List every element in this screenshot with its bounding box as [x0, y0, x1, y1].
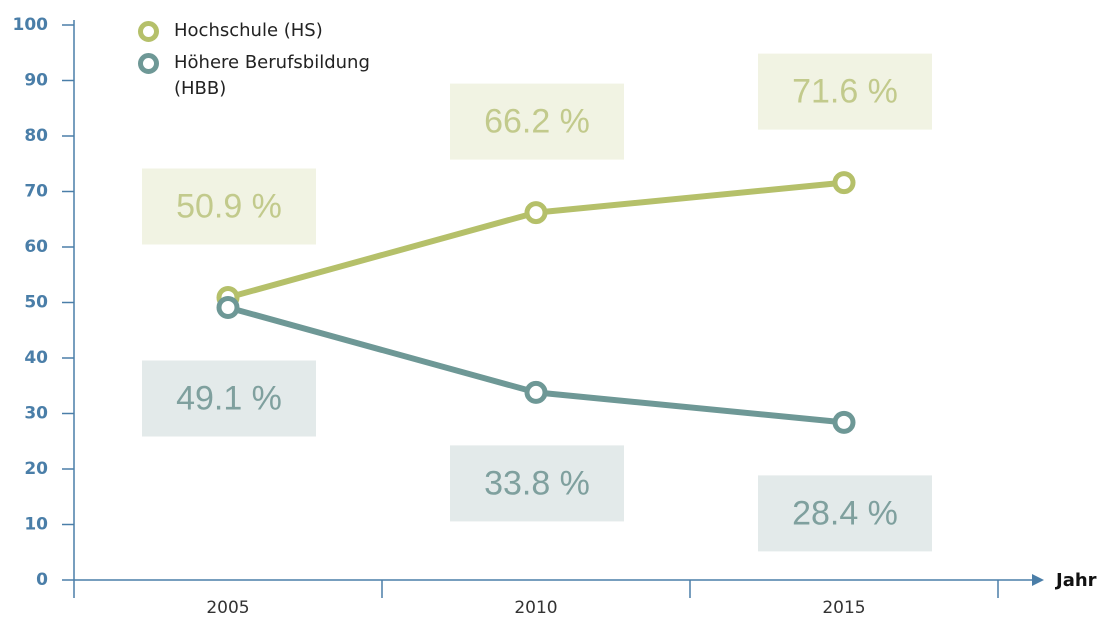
- value-label: 50.9 %: [176, 187, 282, 225]
- marker: [832, 410, 856, 434]
- y-tick-label: 0: [36, 570, 48, 590]
- value-label-box: [758, 475, 932, 552]
- series-line: [227, 179, 845, 301]
- value-label-box: [142, 360, 316, 437]
- x-axis-label: Jahr: [1054, 570, 1097, 591]
- series-line: [227, 304, 845, 426]
- y-tick-label: 80: [24, 126, 48, 146]
- marker: [216, 295, 240, 319]
- legend-label: Höhere Berufsbildung (HBB): [174, 52, 370, 99]
- legend-marker: [138, 21, 159, 42]
- y-tick-label: 70: [24, 182, 48, 202]
- y-tick-label: 10: [24, 515, 48, 535]
- value-label-box: [142, 168, 316, 245]
- y-tick-label: 50: [24, 293, 48, 313]
- legend-item: Höhere Berufsbildung (HBB): [138, 50, 378, 102]
- marker: [832, 171, 856, 195]
- marker: [524, 380, 548, 404]
- value-label: 66.2 %: [484, 103, 590, 141]
- y-tick-label: 60: [24, 237, 48, 257]
- legend-label: Hochschule (HS): [174, 20, 323, 41]
- x-axis-arrow: [1032, 574, 1044, 586]
- y-tick-label: 30: [24, 404, 48, 424]
- value-label: 33.8 %: [484, 464, 590, 502]
- y-tick-label: 20: [24, 459, 48, 479]
- legend: Hochschule (HS) Höhere Berufsbildung (HBB…: [138, 18, 378, 108]
- value-label: 49.1 %: [176, 379, 282, 417]
- x-tick-label: 2005: [206, 598, 249, 617]
- value-label-box: [450, 83, 624, 160]
- x-tick-label: 2010: [514, 598, 557, 617]
- y-tick-label: 90: [24, 71, 48, 91]
- marker: [524, 201, 548, 225]
- legend-marker: [138, 53, 159, 74]
- value-label: 71.6 %: [792, 73, 898, 111]
- legend-item: Hochschule (HS): [138, 18, 378, 44]
- value-label-box: [450, 445, 624, 522]
- y-tick-label: 40: [24, 348, 48, 368]
- value-label-box: [758, 53, 932, 130]
- y-tick-label: 100: [13, 15, 49, 35]
- value-label: 28.4 %: [792, 494, 898, 532]
- x-tick-label: 2015: [822, 598, 865, 617]
